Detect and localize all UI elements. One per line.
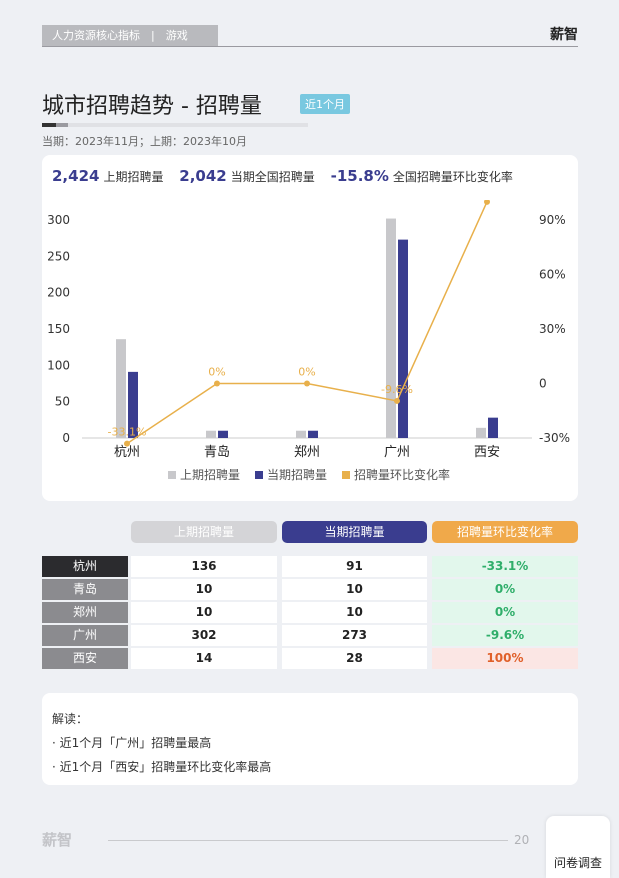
- legend-label: 招聘量环比变化率: [354, 467, 450, 482]
- bar-prev: [476, 427, 486, 438]
- legend-swatch: [255, 471, 263, 479]
- table-header-prev: 上期招聘量: [131, 521, 277, 543]
- y-right-tick-label: 60%: [539, 268, 566, 282]
- interpretation-line-2: · 近1个月「西安」招聘量环比变化率最高: [52, 760, 272, 774]
- table-cell-curr: 273: [282, 625, 427, 646]
- table-row-city: 郑州: [42, 602, 128, 623]
- y-right-tick-label: -30%: [539, 431, 570, 445]
- survey-button[interactable]: 问卷调查: [546, 816, 610, 878]
- footer-divider: [108, 840, 508, 841]
- table-cell-change: -33.1%: [432, 556, 578, 577]
- table-row-city: 杭州: [42, 556, 128, 577]
- x-tick-label: 青岛: [204, 444, 230, 460]
- y-right-tick-label: 30%: [539, 322, 566, 336]
- data-label-rate: -9.6%: [381, 383, 413, 396]
- footer-logo: 薪智: [42, 831, 73, 849]
- legend-swatch: [342, 471, 350, 479]
- point-rate: [214, 380, 220, 387]
- prev-total-label: 上期招聘量: [103, 170, 164, 184]
- table-cell-curr: 28: [282, 648, 427, 669]
- y-left-tick-label: 250: [47, 249, 70, 263]
- table-cell-prev: 302: [131, 625, 277, 646]
- table-cell-prev: 136: [131, 556, 277, 577]
- data-label-rate: -33.1%: [108, 426, 147, 439]
- table-cell-curr: 10: [282, 602, 427, 623]
- chart-card: [42, 155, 578, 501]
- table-row-city: 西安: [42, 648, 128, 669]
- y-left-tick-label: 100: [47, 358, 70, 372]
- table-cell-change: -9.6%: [432, 625, 578, 646]
- summary-line: 2,424 上期招聘量 2,042 当期全国招聘量 -15.8% 全国招聘量环比变化率: [52, 167, 525, 185]
- bar-curr: [398, 239, 408, 438]
- legend-swatch: [168, 471, 176, 479]
- bar-curr: [308, 430, 318, 438]
- point-rate: [394, 397, 400, 404]
- series-line-rate: [126, 201, 488, 445]
- legend-label: 当期招聘量: [267, 468, 327, 482]
- curr-total-label: 当期全国招聘量: [230, 170, 315, 184]
- page-title: 城市招聘趋势 - 招聘量: [42, 94, 262, 119]
- x-tick-label: 杭州: [114, 445, 140, 460]
- bar-prev: [206, 430, 216, 438]
- y-left-tick-label: 300: [47, 213, 70, 227]
- table-cell-change: 0%: [432, 602, 578, 623]
- period-text: 当期：2023年11月；上期：2023年10月: [42, 135, 247, 148]
- table-cell-change: 0%: [432, 579, 578, 600]
- table-header-curr: 当期招聘量: [282, 521, 427, 543]
- interpretation-label: 解读：: [52, 712, 89, 726]
- y-right-tick-label: 90%: [539, 213, 566, 227]
- table-cell-curr: 10: [282, 579, 427, 600]
- bar-prev: [386, 218, 396, 438]
- breadcrumb: 人力资源核心指标 | 游戏: [42, 25, 218, 46]
- page-number: 20: [514, 833, 530, 847]
- y-left-tick-label: 50: [55, 395, 70, 409]
- interpretation-card: [42, 693, 578, 785]
- table-row-city: 青岛: [42, 579, 128, 600]
- bar-curr: [488, 417, 498, 438]
- bar-curr: [128, 371, 138, 438]
- table-cell-prev: 10: [131, 602, 277, 623]
- change-rate-label: 全国招聘量环比变化率: [392, 170, 513, 184]
- x-tick-label: 广州: [384, 445, 410, 460]
- bar-prev: [296, 430, 306, 438]
- bar-prev: [116, 339, 126, 438]
- change-rate: -15.8%: [330, 167, 389, 185]
- point-rate: [304, 380, 310, 387]
- interpretation-line-1: · 近1个月「广州」招聘量最高: [52, 736, 212, 750]
- table-cell-curr: 91: [282, 556, 427, 577]
- data-label-rate: 0%: [298, 366, 315, 379]
- table-row-city: 广州: [42, 625, 128, 646]
- top-bar: 人力资源核心指标 | 游戏 薪智: [42, 25, 578, 47]
- y-left-tick-label: 0: [62, 431, 70, 445]
- curr-total: 2,042: [179, 167, 227, 185]
- point-rate: [484, 200, 490, 205]
- table-header-change: 招聘量环比变化率: [432, 521, 578, 543]
- recruitment-chart: 0 50 100 150 200 250 300 -30% 0 30% 60% 90% 杭州 青岛 郑州 广州…: [47, 200, 570, 482]
- y-left-tick-label: 150: [47, 322, 70, 336]
- y-left-tick-label: 200: [47, 286, 70, 300]
- table-cell-prev: 14: [131, 648, 277, 669]
- table-cell-prev: 10: [131, 579, 277, 600]
- prev-total: 2,424: [52, 167, 100, 185]
- x-tick-label: 郑州: [294, 445, 320, 460]
- brand-logo: 薪智: [550, 27, 578, 43]
- table-cell-change: 100%: [432, 648, 578, 669]
- x-tick-label: 西安: [474, 445, 500, 460]
- data-label-rate: 0%: [208, 366, 225, 379]
- legend-label: 上期招聘量: [180, 468, 240, 482]
- point-rate: [124, 440, 130, 447]
- period-badge: 近1个月: [300, 94, 350, 114]
- y-right-tick-label: 0: [539, 377, 547, 391]
- bar-curr: [218, 430, 228, 438]
- title-divider: [42, 123, 308, 127]
